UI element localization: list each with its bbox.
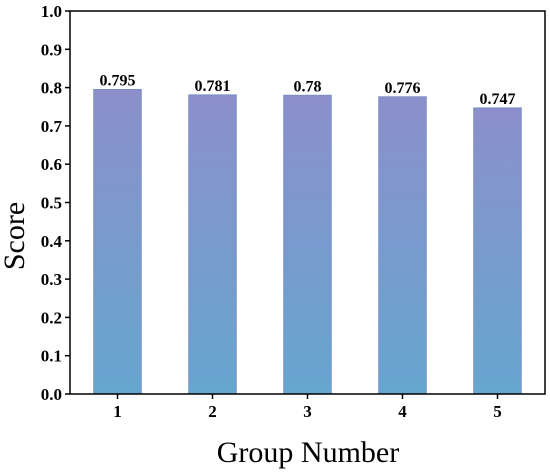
y-tick-label: 0.3 — [41, 270, 62, 289]
data-label-group-2: 0.781 — [195, 78, 231, 95]
y-tick-label: 0.5 — [41, 194, 62, 213]
y-tick-label: 0.4 — [41, 232, 63, 251]
x-tick-label-5: 5 — [493, 402, 502, 421]
y-tick-label: 0.6 — [41, 155, 62, 174]
x-tick-label-2: 2 — [208, 402, 217, 421]
plot-frame — [69, 10, 546, 395]
x-axis-title: Group Number — [217, 436, 399, 469]
y-tick-label: 0.0 — [41, 385, 62, 404]
x-tick-label-3: 3 — [303, 402, 312, 421]
data-label-group-3: 0.78 — [294, 78, 322, 95]
data-label-group-5: 0.747 — [480, 91, 516, 108]
bar-group-5 — [473, 107, 522, 395]
y-tick-label: 0.9 — [41, 40, 62, 59]
bar-group-4 — [378, 96, 427, 395]
x-tick-label-1: 1 — [113, 402, 122, 421]
data-label-group-4: 0.776 — [385, 80, 421, 97]
bar-group-3 — [283, 94, 332, 395]
data-labels-layer: 0.795 0.781 0.78 0.776 0.747 — [100, 73, 516, 108]
y-tick-label: 1.0 — [41, 2, 62, 21]
bars-layer — [93, 89, 522, 395]
data-label-group-1: 0.795 — [100, 73, 136, 90]
y-tick-label: 0.8 — [41, 79, 62, 98]
bar-group-2 — [188, 94, 237, 395]
x-tick-label-4: 4 — [398, 402, 407, 421]
y-tick-label: 0.2 — [41, 308, 62, 327]
bar-group-1 — [93, 89, 142, 395]
y-tick-label: 0.7 — [41, 117, 63, 136]
y-axis-title: Score — [0, 202, 31, 270]
y-tick-label: 0.1 — [41, 347, 62, 366]
axes-layer: 1 2 3 4 5 0.0 0.1 0.2 0.3 0.4 0.5 0.6 0.7 0.8 0.9 1.0 — [41, 2, 546, 421]
